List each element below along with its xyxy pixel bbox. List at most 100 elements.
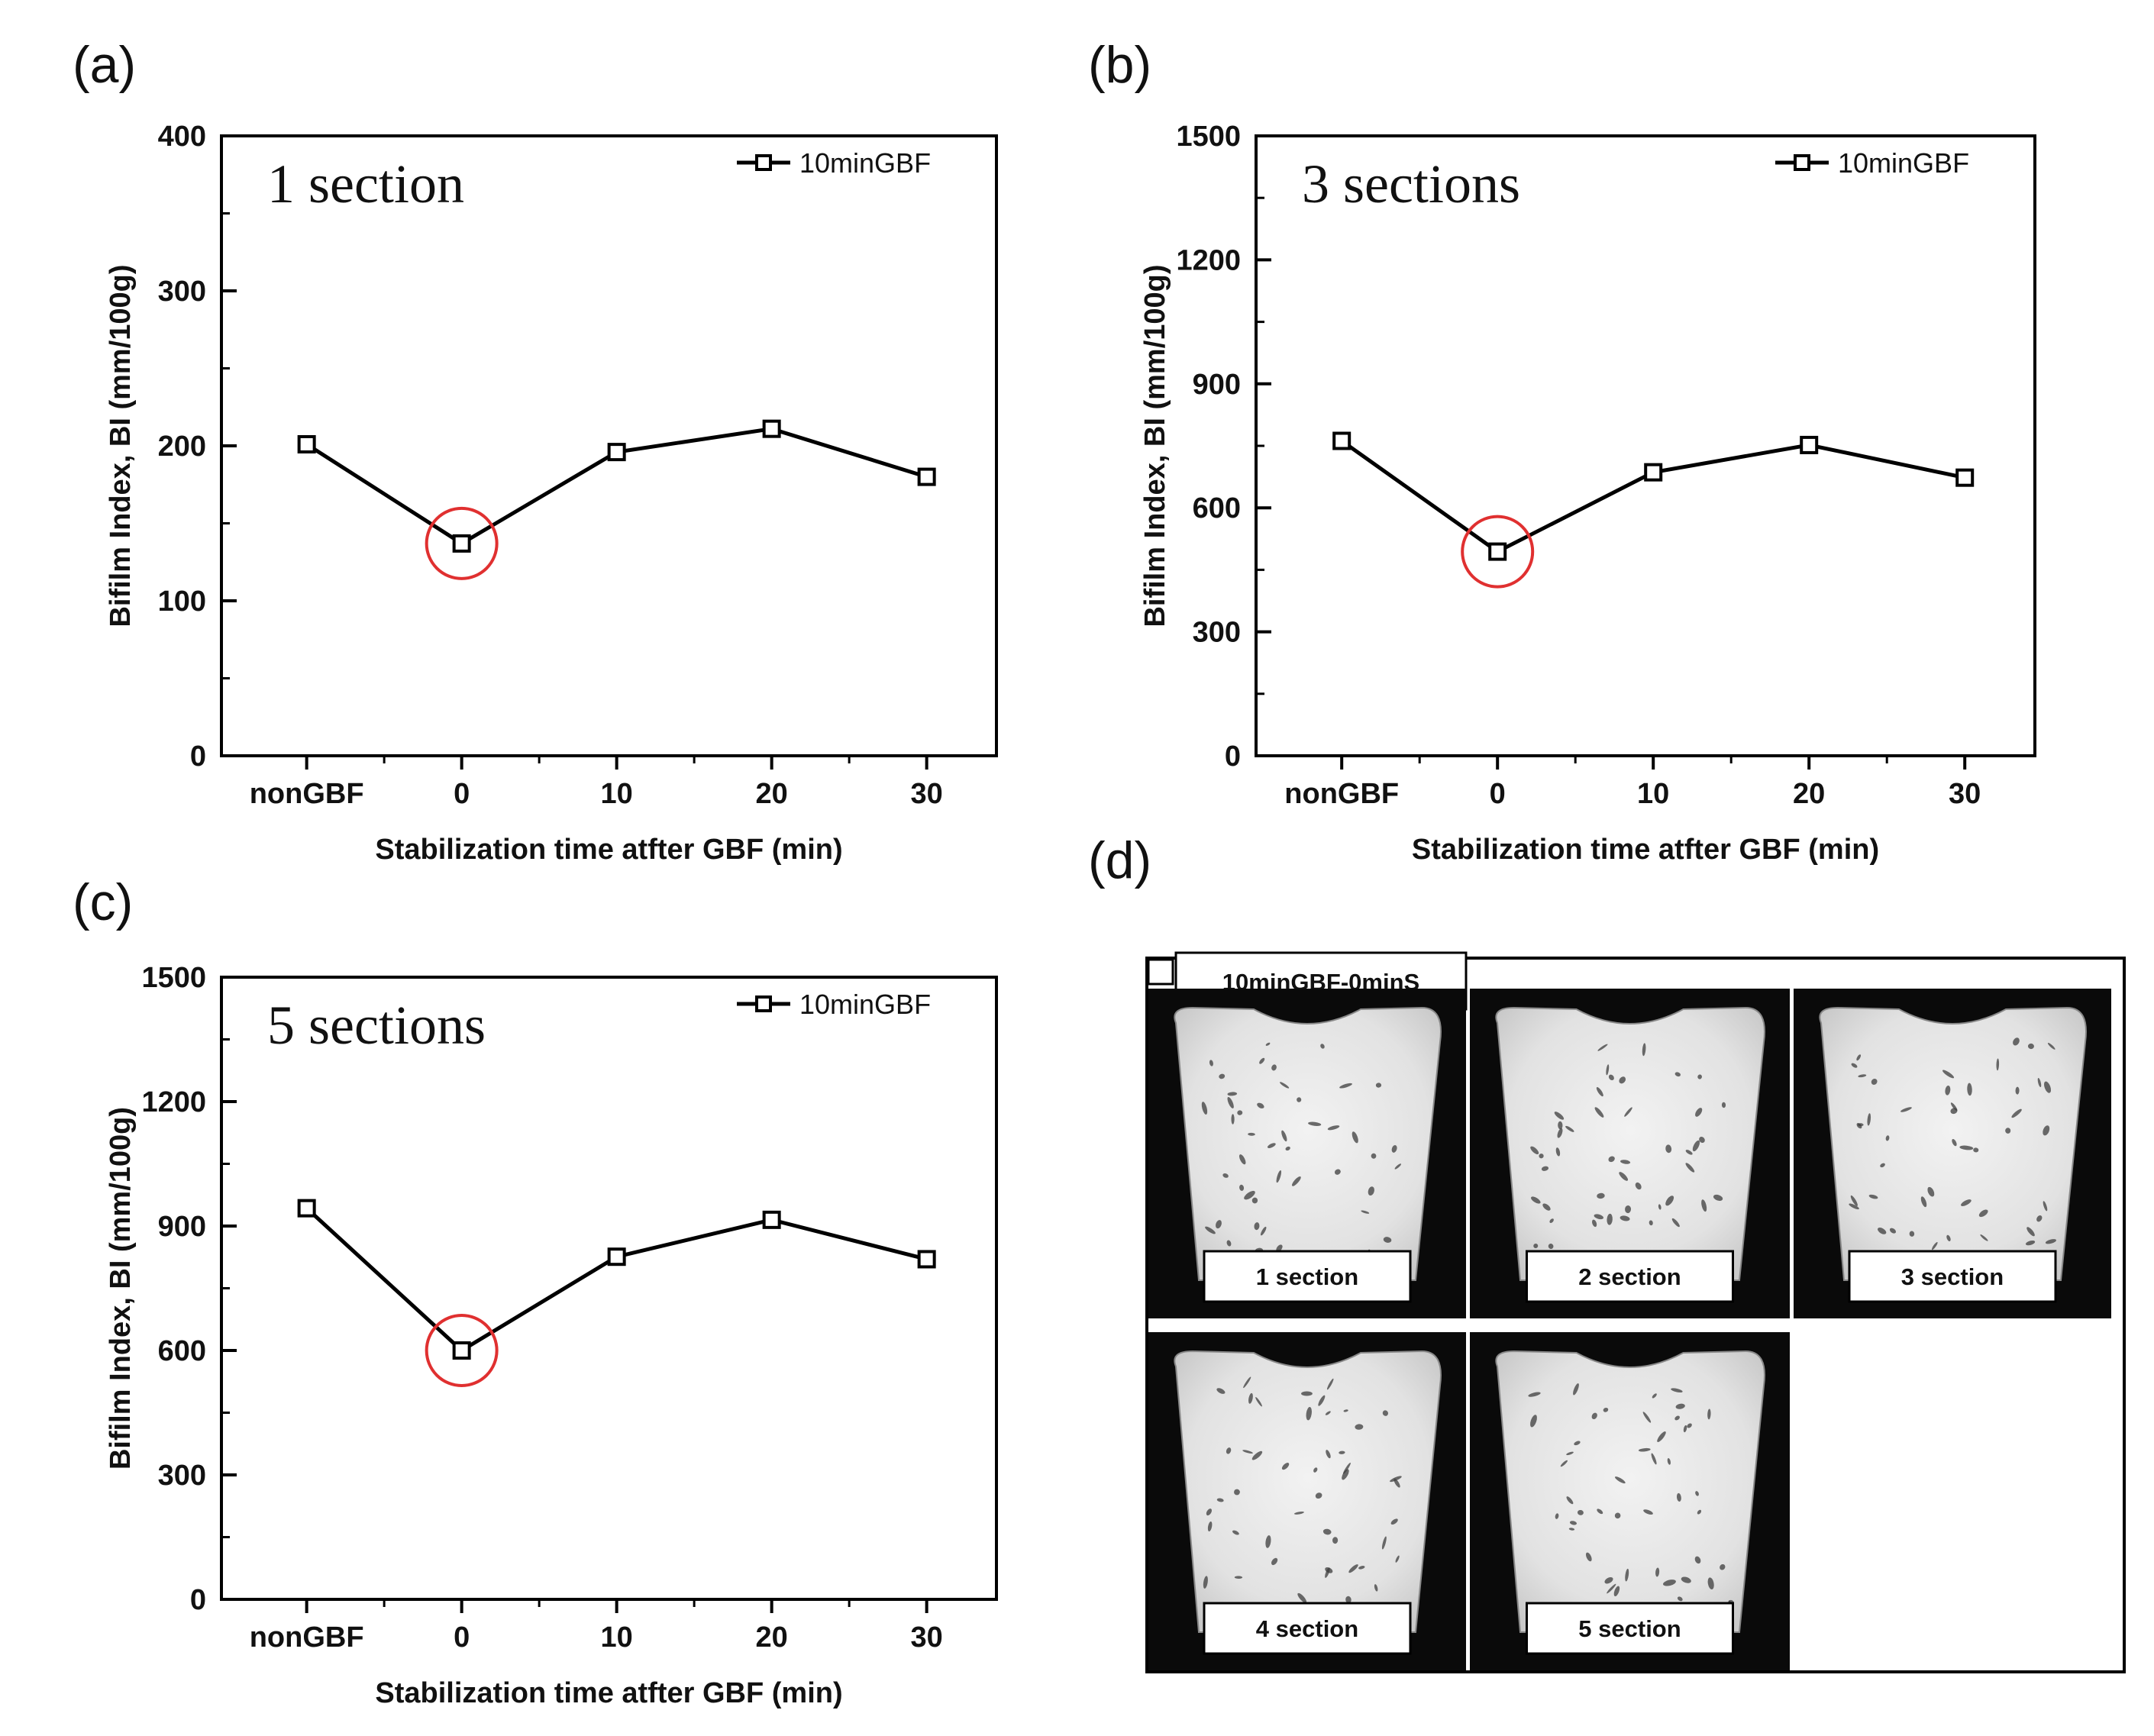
bifilm-defect [1227, 1092, 1238, 1096]
data-point [1644, 463, 1663, 482]
bifilm-defect [1326, 1378, 1334, 1390]
x-tick-label: 0 [454, 1621, 470, 1654]
bifilm-defect [1566, 1451, 1574, 1456]
bifilm-defect [1219, 1073, 1226, 1079]
bifilm-defect [1707, 1408, 1711, 1420]
bifilm-defect [1259, 1057, 1265, 1064]
bifilm-defect [1573, 1383, 1579, 1396]
bifilm-defect [1967, 1083, 1972, 1096]
bifilm-defect [1665, 1144, 1672, 1154]
legend-swatch [1147, 958, 1174, 986]
bifilm-defect [2043, 1201, 2048, 1212]
y-axis-title: Bifilm Index, BI (mm/100g) [105, 1107, 137, 1470]
data-point [917, 467, 936, 486]
bifilm-defect [1952, 1139, 1957, 1147]
bifilm-defect [1315, 1492, 1322, 1499]
bifilm-defect [1383, 1237, 1392, 1243]
bifilm-defect [1649, 1220, 1653, 1226]
y-tick-label: 1200 [1176, 244, 1241, 276]
bifilm-defect [1203, 1576, 1208, 1589]
bifilm-defect [1642, 1043, 1646, 1057]
x-tick-label: 0 [454, 778, 470, 810]
bifilm-defect [1343, 1409, 1348, 1412]
section-label-box [1203, 1602, 1412, 1655]
x-tick-label: 10 [1637, 778, 1669, 810]
casting-section [1819, 1006, 2087, 1281]
bifilm-defect [1606, 1064, 1610, 1076]
bifilm-defect [1594, 1214, 1604, 1220]
bifilm-defect [2026, 1227, 2035, 1237]
bifilm-defect [1248, 1392, 1253, 1404]
bifilm-defect [1327, 1125, 1340, 1131]
data-point [762, 1210, 781, 1229]
bifilm-defect [1325, 1567, 1333, 1573]
bifilm-defect [2005, 1128, 2011, 1134]
bifilm-defect [1345, 1596, 1351, 1603]
bifilm-defect [1697, 1074, 1702, 1079]
section-label: 3 section [1901, 1263, 2004, 1290]
bifilm-defect [1548, 1244, 1554, 1250]
bifilm-defect [1334, 1169, 1341, 1175]
bifilm-defect [1625, 1205, 1632, 1214]
bifilm-defect [1592, 1219, 1597, 1228]
data-point [917, 1250, 936, 1269]
bifilm-defect [1206, 1509, 1213, 1516]
chart-panel-a: (a) 0 100 200 300 400 nonGBF 0 10 20 30 Stabilizat… [73, 36, 998, 866]
data-point [452, 534, 471, 553]
y-tick-label: 900 [158, 1211, 206, 1243]
bifilm-defect [1243, 1376, 1251, 1389]
x-tick-label: nonGBF [250, 778, 364, 810]
section-label-box [1203, 1250, 1412, 1303]
bifilm-defect [1226, 1240, 1232, 1247]
bifilm-defect [1342, 1469, 1349, 1480]
chart-panel-c: (c) 0 300 600 900 1200 1500 nonGBF 0 10 20 30 Stabi… [73, 873, 998, 1709]
y-tick-label: 0 [1225, 741, 1241, 773]
bifilm-defect [1620, 1160, 1631, 1164]
bifilm-defect [1368, 1186, 1374, 1196]
y-tick-label: 1200 [141, 1086, 206, 1118]
bifilm-defect [1973, 1147, 1979, 1153]
section-label-box [1526, 1250, 1734, 1303]
bifilm-defect [1849, 1203, 1859, 1210]
bifilm-defect [1351, 1131, 1358, 1144]
bifilm-defect [1685, 1163, 1695, 1173]
bifilm-defect [1671, 1218, 1680, 1228]
bifilm-defect [1541, 1166, 1549, 1171]
bifilm-defect [1945, 1085, 1951, 1095]
bifilm-defect [1542, 1203, 1551, 1211]
x-tick-label: nonGBF [1284, 778, 1399, 810]
bifilm-defect [1607, 1583, 1616, 1594]
section-label: 2 section [1578, 1263, 1681, 1290]
bifilm-defect [1216, 1220, 1222, 1229]
bifilm-defect [1980, 1234, 1988, 1241]
bifilm-defect [1857, 1123, 1864, 1127]
bifilm-defect [1322, 1528, 1332, 1535]
section-label-box [1848, 1250, 2057, 1303]
bifilm-defect [1692, 1140, 1700, 1152]
bifilm-defect [1554, 1112, 1565, 1120]
bifilm-defect [1306, 1406, 1312, 1421]
y-tick-label: 300 [1193, 617, 1241, 649]
bifilm-defect [1533, 1244, 1539, 1249]
bifilm-defect [1232, 1530, 1239, 1535]
bifilm-defect [1325, 1411, 1331, 1415]
bifilm-defect [1625, 1568, 1629, 1582]
x-tick-label: 20 [756, 778, 788, 810]
x-tick-label: 20 [1793, 778, 1825, 810]
bifilm-defect [1280, 1082, 1290, 1089]
bifilm-defect [1308, 1121, 1322, 1126]
bifilm-defect [1358, 1566, 1365, 1570]
bifilm-defect [1239, 1184, 1245, 1191]
bifilm-defect [1663, 1580, 1676, 1586]
data-point [297, 1199, 316, 1218]
bifilm-defect [1677, 1596, 1683, 1602]
bifilm-defect [1635, 1182, 1642, 1190]
bifilm-defect [1375, 1083, 1382, 1088]
bifilm-defect [1332, 1537, 1339, 1544]
bifilm-defect [1594, 1107, 1604, 1118]
bifilm-defect [1276, 1170, 1282, 1183]
bifilm-defect [1339, 1083, 1352, 1089]
bifilm-defect [1549, 1218, 1554, 1223]
bifilm-defect [1597, 1509, 1603, 1515]
bifilm-defect [1619, 1076, 1626, 1084]
